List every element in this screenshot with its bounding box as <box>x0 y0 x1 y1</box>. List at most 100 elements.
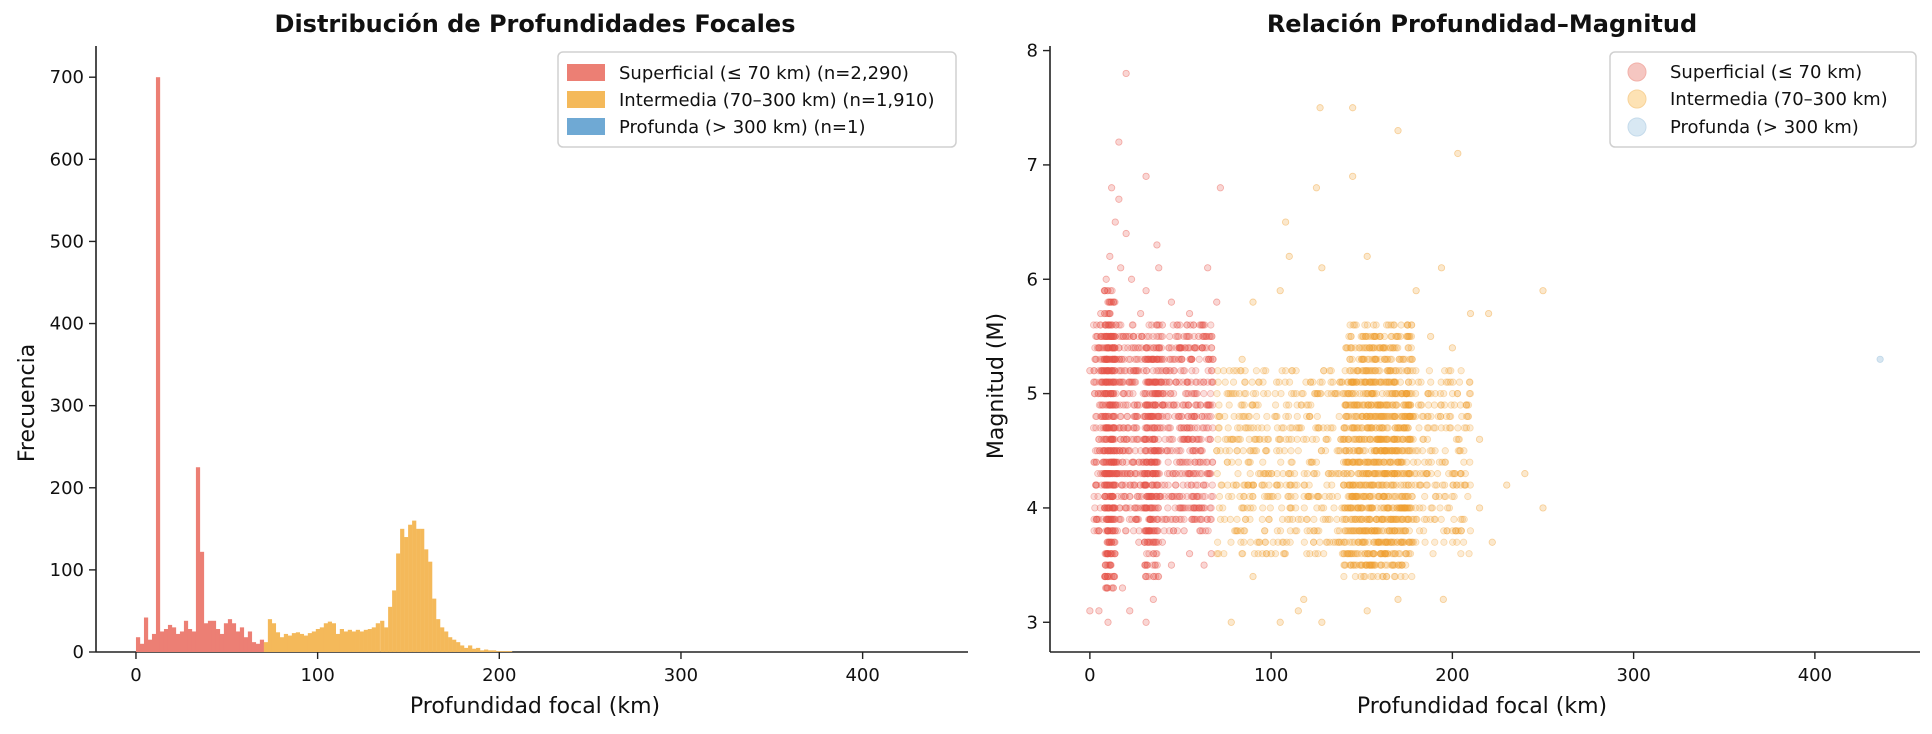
scatter-point-shallow <box>1101 321 1109 329</box>
scatter-point-shallow <box>1151 435 1159 443</box>
scatter-point-intermediate <box>1372 321 1380 329</box>
histogram-bar-intermediate <box>375 623 380 652</box>
scatter-point-shallow <box>1096 447 1104 455</box>
scatter-point-intermediate <box>1391 424 1399 432</box>
scatter-point-shallow <box>1186 355 1194 363</box>
histogram-x-tick-label: 0 <box>130 665 141 686</box>
scatter-point-shallow <box>1186 458 1194 466</box>
scatter-point-shallow <box>1190 492 1198 501</box>
scatter-point-intermediate <box>1350 527 1358 535</box>
scatter-point-shallow <box>1118 447 1127 455</box>
scatter-point-shallow <box>1104 481 1113 489</box>
histogram-bar-intermediate <box>335 633 340 652</box>
scatter-point-shallow <box>1135 527 1143 535</box>
scatter-point-shallow <box>1152 389 1160 398</box>
scatter-point-shallow <box>1119 332 1127 341</box>
scatter-point-intermediate <box>1399 355 1407 363</box>
scatter-point-shallow <box>1118 355 1126 363</box>
scatter-point-shallow <box>1115 367 1123 375</box>
scatter-point-shallow <box>1131 504 1139 512</box>
histogram-bar-intermediate <box>464 647 469 652</box>
scatter-point-shallow <box>1126 607 1134 615</box>
scatter-point-intermediate <box>1313 412 1321 421</box>
scatter-point-shallow <box>1153 355 1161 363</box>
scatter-point-intermediate <box>1464 492 1472 501</box>
scatter-point-shallow <box>1107 492 1115 501</box>
scatter-point-shallow <box>1115 447 1124 455</box>
scatter-point-shallow <box>1203 424 1211 432</box>
scatter-point-intermediate <box>1346 355 1354 363</box>
scatter-point-shallow <box>1161 435 1169 443</box>
scatter-point-shallow <box>1176 355 1184 363</box>
scatter-point-intermediate <box>1276 618 1284 626</box>
scatter-point-shallow <box>1185 344 1193 352</box>
scatter-point-intermediate <box>1448 527 1457 535</box>
scatter-point-intermediate <box>1276 527 1285 535</box>
scatter-point-shallow <box>1110 481 1118 489</box>
scatter-point-shallow <box>1116 515 1124 523</box>
scatter-point-shallow <box>1113 401 1121 409</box>
scatter-point-shallow <box>1099 389 1107 398</box>
scatter-point-shallow <box>1207 504 1215 512</box>
scatter-point-shallow <box>1132 412 1140 421</box>
scatter-point-intermediate <box>1294 447 1302 455</box>
scatter-point-intermediate <box>1436 504 1444 512</box>
scatter-point-intermediate <box>1437 264 1446 272</box>
scatter-point-intermediate <box>1360 492 1368 501</box>
histogram-bar-intermediate <box>412 520 417 652</box>
histogram-bar-shallow <box>207 620 213 652</box>
scatter-point-intermediate <box>1342 527 1350 535</box>
scatter-point-shallow <box>1121 447 1130 455</box>
scatter-point-intermediate <box>1384 401 1392 409</box>
scatter-point-shallow <box>1096 504 1104 512</box>
scatter-point-intermediate <box>1342 447 1350 455</box>
scatter-point-shallow <box>1208 458 1217 466</box>
histogram-bar-shallow <box>227 619 233 652</box>
scatter-point-intermediate <box>1423 481 1431 489</box>
histogram-x-tick-label: 300 <box>664 665 698 686</box>
scatter-point-intermediate <box>1431 538 1439 546</box>
scatter-point-shallow <box>1204 424 1212 432</box>
scatter-legend-label-intermediate: Intermedia (70–300 km) <box>1670 89 1888 110</box>
scatter-point-intermediate <box>1392 515 1400 523</box>
histogram-bar-shallow <box>183 620 189 652</box>
scatter-point-shallow <box>1117 435 1125 443</box>
scatter-point-intermediate <box>1372 538 1380 546</box>
scatter-point-shallow <box>1151 401 1160 409</box>
scatter-point-shallow <box>1196 447 1204 455</box>
scatter-point-shallow <box>1105 332 1113 341</box>
scatter-point-shallow <box>1153 515 1162 523</box>
scatter-point-intermediate <box>1285 252 1293 260</box>
histogram-bar-shallow <box>163 629 169 652</box>
scatter-point-intermediate <box>1221 378 1229 386</box>
scatter-point-shallow <box>1090 389 1099 398</box>
scatter-point-shallow <box>1140 435 1148 443</box>
scatter-point-intermediate <box>1221 435 1230 443</box>
scatter-point-intermediate <box>1412 287 1420 295</box>
scatter-point-shallow <box>1115 195 1123 203</box>
scatter-point-intermediate <box>1450 515 1458 523</box>
scatter-point-shallow <box>1105 504 1114 512</box>
scatter-point-shallow <box>1183 424 1191 432</box>
scatter-point-shallow <box>1159 367 1167 375</box>
scatter-point-shallow <box>1111 527 1119 535</box>
histogram-legend-label-intermediate: Intermedia (70–300 km) (n=1,910) <box>619 90 935 111</box>
scatter-point-intermediate <box>1234 458 1243 466</box>
scatter-point-intermediate <box>1372 515 1380 523</box>
scatter-point-shallow <box>1141 424 1149 432</box>
scatter-point-shallow <box>1133 401 1142 409</box>
scatter-point-shallow <box>1142 287 1150 295</box>
scatter-point-shallow <box>1188 481 1196 489</box>
scatter-point-intermediate <box>1273 470 1281 478</box>
scatter-point-shallow <box>1102 412 1110 421</box>
scatter-point-intermediate <box>1425 367 1433 375</box>
scatter-legend-marker-shallow <box>1627 62 1647 82</box>
scatter-point-intermediate <box>1372 424 1380 432</box>
histogram-bar-shallow <box>203 623 209 652</box>
scatter-point-shallow <box>1200 378 1208 386</box>
histogram-bar-shallow <box>211 620 217 652</box>
scatter-point-intermediate <box>1445 504 1454 512</box>
scatter-point-shallow <box>1155 447 1163 455</box>
scatter-point-intermediate <box>1327 367 1335 375</box>
scatter-point-shallow <box>1169 321 1177 329</box>
